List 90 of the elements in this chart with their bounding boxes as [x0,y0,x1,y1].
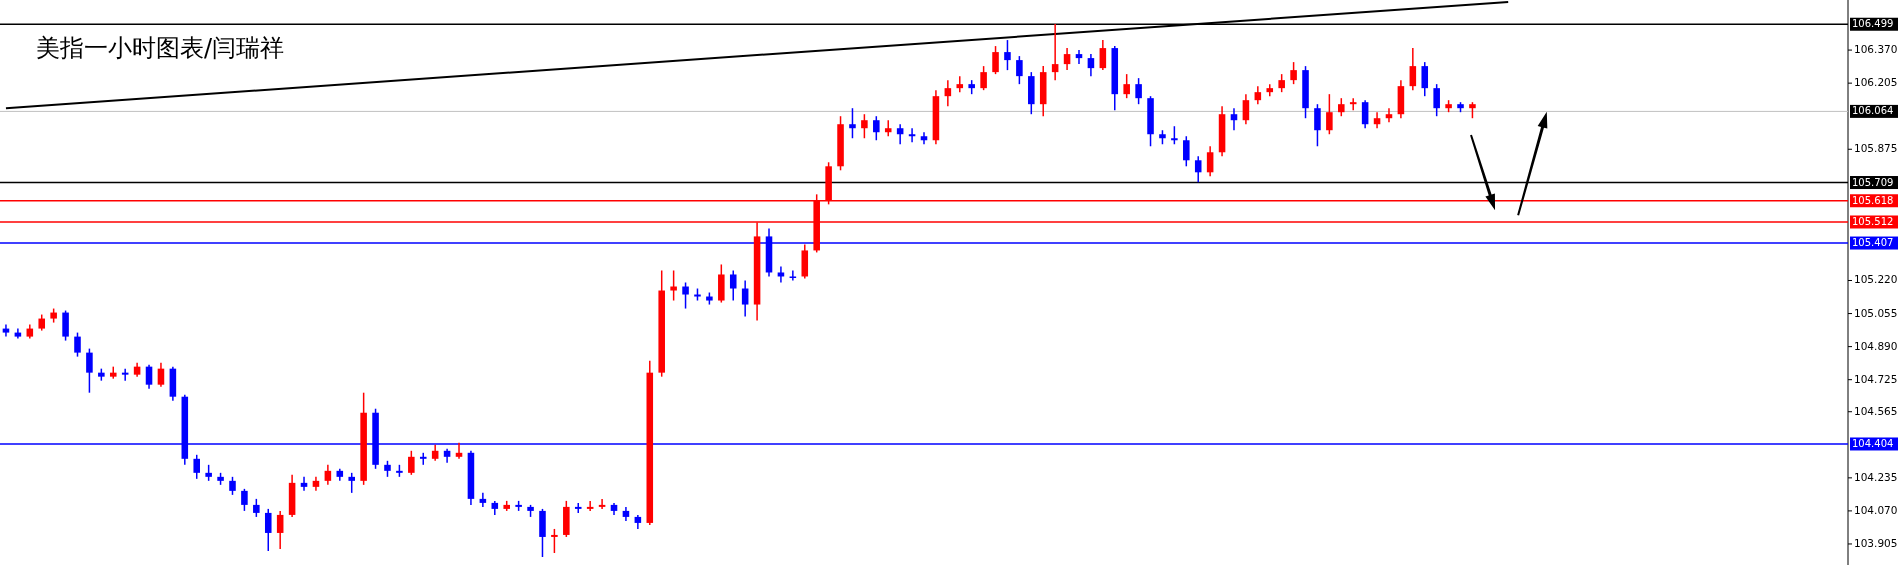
candlestick [682,281,689,310]
candlestick [598,498,606,510]
ref-label: 106.064 [1850,104,1898,118]
candlestick [1135,77,1142,105]
candlestick [300,476,308,492]
candlestick [1004,39,1011,71]
candlestick [1075,49,1083,65]
candlestick [253,498,260,518]
ref-line-label: 105.512 [1852,215,1894,227]
candlestick [896,123,904,146]
y-tick-label: 105.220 [1854,273,1898,286]
candlestick [992,45,999,75]
ref-line-label: 106.499 [1852,18,1894,30]
candlestick [1385,107,1393,123]
ref-label: 105.618 [1850,194,1898,208]
candlestick [1314,103,1321,148]
candlestick [157,361,165,388]
candlestick [121,367,129,382]
y-tick-label: 104.890 [1854,339,1898,352]
candlestick [1194,155,1202,184]
candlestick [1338,97,1345,117]
candlestick [908,127,916,143]
candlestick [729,269,737,302]
candlestick [1421,61,1429,97]
y-tick-label: 106.205 [1854,76,1898,89]
candlestick [884,119,892,137]
candlestick [1123,73,1130,99]
ref-label: 105.512 [1850,215,1898,229]
candlestick [1278,73,1285,93]
ref-line-label: 105.709 [1852,176,1894,188]
ref-line-label: 105.407 [1852,237,1894,249]
candlestick [586,500,594,512]
ref-label: 105.407 [1850,236,1898,250]
candlestick [861,113,868,139]
candlestick [1183,135,1190,168]
candlestick [74,331,81,358]
candlestick [1254,85,1262,105]
candlestick [264,508,272,552]
candlestick [1206,145,1214,178]
candlestick [241,488,248,512]
candlestick [789,269,797,282]
candlestick [1290,61,1297,85]
y-tick-label: 105.875 [1854,142,1898,155]
y-tick-label: 103.905 [1854,536,1898,549]
candlestick [551,528,558,554]
candlestick [1051,23,1059,81]
candlestick [849,107,856,139]
candlestick [980,65,987,91]
candlestick [670,269,677,302]
candlestick [1171,125,1178,146]
candlestick [1361,99,1369,129]
candlestick [1099,39,1107,71]
candlestick [944,79,952,107]
ref-label: 105.709 [1850,176,1898,189]
ref-label: 104.404 [1850,437,1898,451]
candlestick [1087,53,1095,77]
candlestick [408,450,415,476]
title: 美指一小时图表/闫瑞祥 [36,34,285,62]
candlestick [1016,55,1023,85]
candlestick [86,347,93,394]
candlestick [479,492,487,508]
ref-line-label: 105.618 [1852,194,1894,206]
y-tick-label: 104.070 [1854,503,1898,516]
candlestick [873,115,880,141]
y-tick-label: 105.055 [1854,306,1898,319]
y-tick-label: 106.370 [1854,43,1898,56]
candlestick [193,454,200,480]
candlestick [229,476,236,496]
candlestick [276,510,284,550]
candlestick [1409,47,1417,91]
ref-label: 106.499 [1850,17,1898,31]
candlestick [777,265,785,284]
candlestick [455,442,463,460]
candlestick [741,279,749,318]
candlestick [1433,83,1440,117]
candlestick [324,464,332,486]
candlestick [348,472,355,494]
candlestick [1242,93,1250,125]
y-tick-label: 104.725 [1854,372,1898,385]
candlestick [1063,47,1071,71]
ref-line-label: 104.404 [1852,437,1894,449]
y-tick-label: 104.565 [1854,404,1898,417]
candlestick [574,502,582,514]
candlestick [1230,107,1238,131]
y-tick-label: 104.235 [1854,470,1898,483]
candlestick [1349,97,1357,111]
ref-line-label: 106.064 [1852,105,1894,117]
candlestick [145,363,153,390]
candlestick [956,75,964,93]
candlestick [1326,93,1333,135]
